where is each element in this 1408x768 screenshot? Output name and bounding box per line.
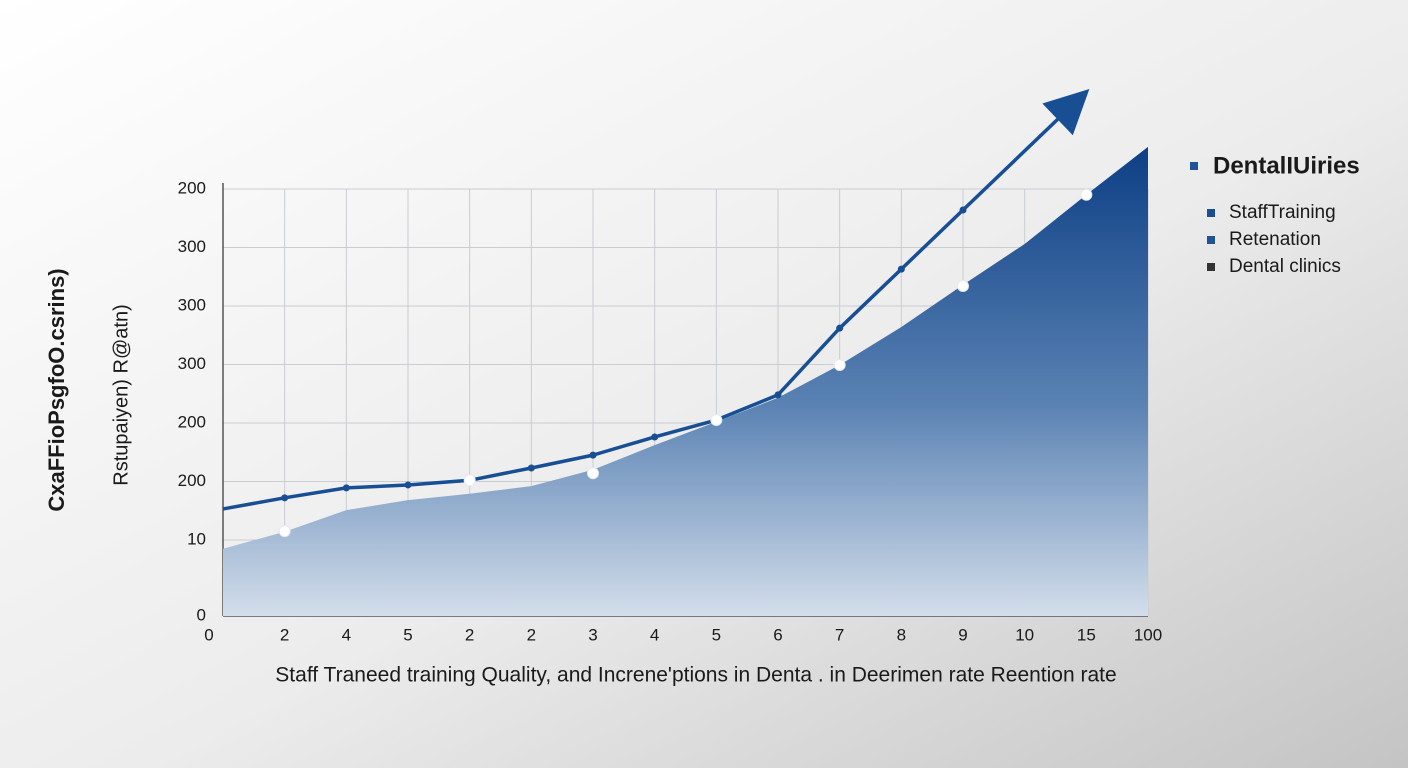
x-tick-label: 5	[712, 625, 721, 644]
y-tick-label: 300	[178, 237, 206, 256]
y-axis-label: CxaFFioPsgfoO.csrins)	[44, 268, 69, 511]
x-tick-label: 2	[280, 625, 289, 644]
y-tick-label: 200	[178, 412, 206, 431]
line-point	[959, 206, 967, 214]
arrow-shaft	[961, 101, 1077, 212]
line-point	[589, 451, 597, 459]
line-point	[342, 484, 350, 492]
legend-icon	[1190, 162, 1198, 170]
legend-label: Retenation	[1229, 229, 1321, 250]
line-point	[774, 391, 782, 399]
x-tick-label: 10	[1015, 625, 1034, 644]
x-tick-label: 100	[1134, 625, 1162, 644]
y-tick-label: 300	[178, 295, 206, 314]
legend: StaffTraining Retenation Dental clinics	[1207, 202, 1341, 277]
line-point	[897, 265, 905, 273]
line-point	[836, 324, 844, 332]
dot	[587, 467, 599, 480]
dot	[1080, 188, 1093, 201]
y-tick-label: 10	[187, 529, 206, 548]
y-tick-label: 200	[178, 471, 206, 490]
x-tick-label: 8	[897, 625, 906, 644]
x-tick-label: 4	[650, 625, 659, 644]
x-axis-label: Staff Traneed training Quality, and Incr…	[275, 664, 1116, 687]
dot	[278, 525, 291, 538]
x-tick-label: 6	[773, 625, 782, 644]
legend-swatch	[1207, 263, 1215, 271]
dot	[463, 474, 476, 487]
x-tick-label: 5	[403, 625, 412, 644]
marks	[222, 88, 1148, 616]
x-tick-label: 9	[958, 625, 967, 644]
line-point	[281, 494, 289, 502]
line-point	[404, 481, 412, 489]
x-tick-label: 2	[527, 625, 536, 644]
legend-swatch	[1207, 209, 1215, 217]
x-tick-label: 3	[588, 625, 597, 644]
area	[223, 146, 1148, 616]
legend-label: StaffTraining	[1229, 202, 1336, 223]
x-tick-label: 4	[342, 625, 351, 644]
legend-label: Dental clinics	[1229, 256, 1341, 277]
dot	[710, 414, 723, 427]
x-tick-label: 15	[1077, 625, 1096, 644]
y-tick-label: 300	[178, 354, 206, 373]
x-tick-label: 0	[204, 625, 213, 644]
y-tick-label: 200	[178, 178, 206, 197]
y-axis-label: Rstupaiyen) R@atn)	[110, 304, 132, 485]
x-tick-label: 2	[465, 625, 474, 644]
line-point	[651, 433, 659, 441]
dot	[833, 359, 846, 372]
dot	[957, 280, 969, 293]
arrow-head	[1042, 88, 1090, 136]
x-tick-label: 7	[835, 625, 844, 644]
y-tick-label: 0	[197, 605, 206, 624]
line-point	[527, 464, 535, 472]
legend-title: DentalIUiries	[1213, 152, 1360, 179]
legend-swatch	[1207, 236, 1215, 244]
